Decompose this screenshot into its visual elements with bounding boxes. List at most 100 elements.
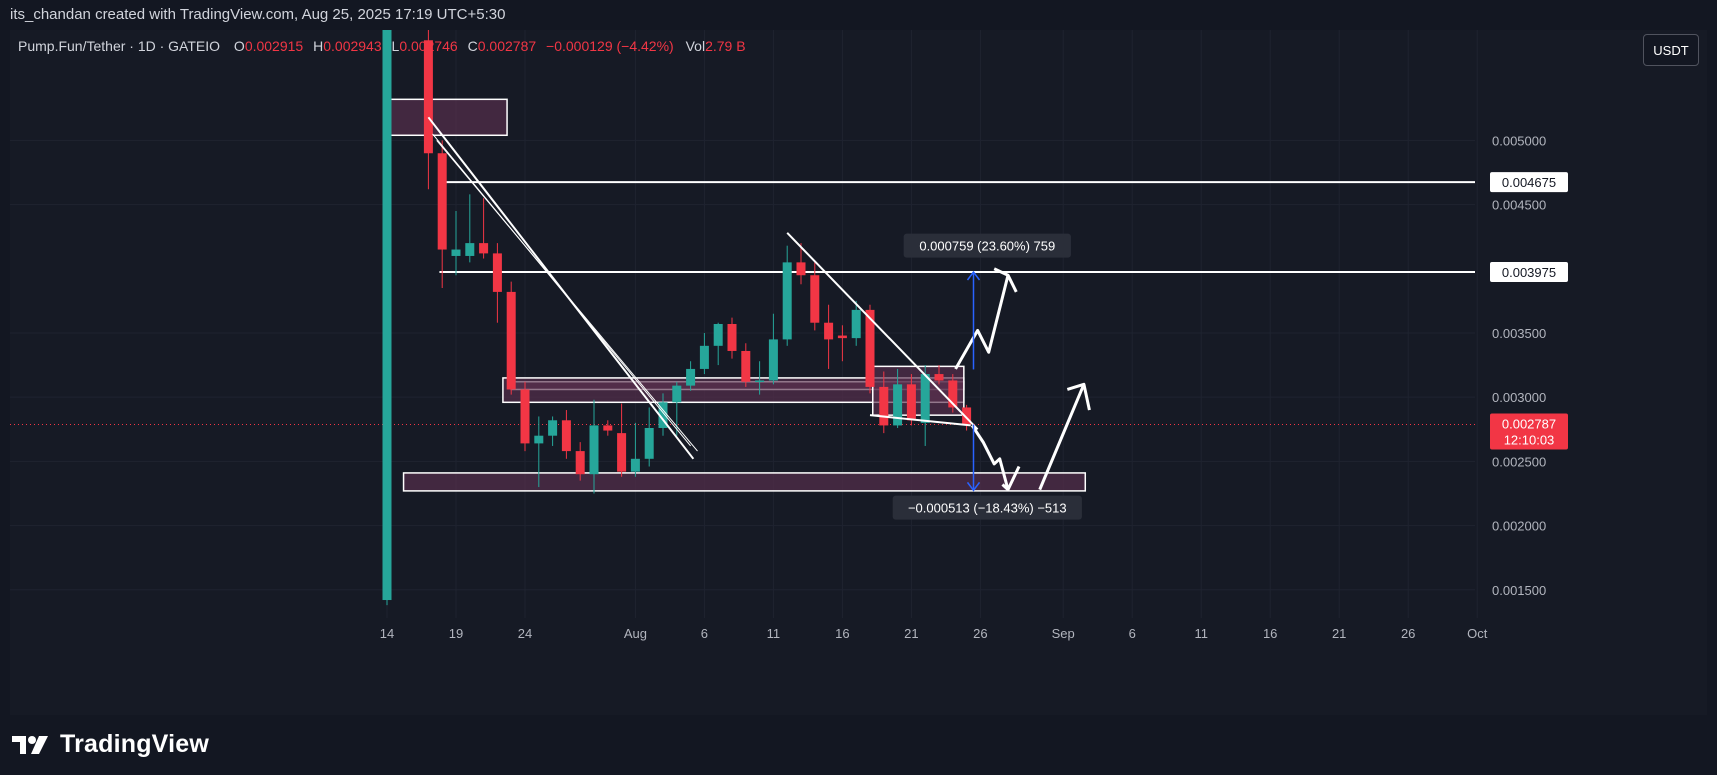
y-tick-label: 0.003000	[1492, 390, 1546, 405]
measure-label: 0.000759 (23.60%) 759	[919, 239, 1055, 254]
close-label: C	[467, 38, 478, 54]
candle-body	[796, 262, 806, 276]
candle-body	[741, 350, 751, 382]
x-tick-label: Oct	[1467, 626, 1488, 641]
candle-body	[589, 425, 599, 475]
candle-body	[644, 427, 654, 459]
candle-body	[727, 324, 737, 351]
level-price-tag-label: 0.003975	[1502, 265, 1556, 280]
x-tick-label: 24	[518, 626, 532, 641]
high-label: H	[313, 38, 324, 54]
candle-body	[603, 425, 613, 431]
bullish-projection-arrowhead	[993, 267, 1018, 293]
price-chart[interactable]: 0.000759 (23.60%) 759 −0.000513 (−18.43%)…	[10, 30, 1707, 715]
candle-body	[561, 420, 571, 452]
currency-button[interactable]: USDT	[1643, 34, 1699, 66]
falling-resistance-trendline	[786, 232, 979, 430]
candle-body	[479, 243, 489, 254]
candle-countdown-label: 12:10:03	[1504, 433, 1555, 448]
candle-body	[451, 249, 461, 256]
candle-body	[575, 451, 585, 475]
candle-body	[934, 374, 944, 381]
candle-body	[755, 380, 765, 382]
candle-body	[810, 275, 820, 323]
bearish-projection-arrow	[970, 424, 1010, 491]
x-tick-label: 11	[767, 626, 781, 641]
rebound-projection-arrow	[1038, 383, 1086, 491]
change-value: −0.000129 (−4.42%)	[546, 38, 674, 54]
x-tick-label: 16	[835, 626, 849, 641]
candle-body	[851, 309, 861, 339]
candle-body	[920, 374, 930, 423]
candle-body	[506, 291, 516, 390]
candle-body	[423, 40, 433, 154]
grid	[10, 30, 1478, 618]
candle-body	[492, 253, 502, 292]
bullish-projection-arrow	[954, 274, 1010, 370]
x-tick-label: 14	[380, 626, 394, 641]
candle-body	[865, 309, 875, 387]
candle-body	[768, 339, 778, 381]
x-tick-label: 21	[1332, 626, 1346, 641]
horizontal-levels	[10, 181, 1475, 426]
x-tick-label: 26	[973, 626, 987, 641]
support-base-line	[869, 414, 971, 427]
candle-body	[672, 385, 682, 403]
candle-body	[437, 153, 447, 250]
x-tick-label: Aug	[624, 626, 647, 641]
volume-label: Vol	[685, 38, 706, 54]
candle-body	[658, 402, 668, 428]
x-tick-label: 19	[449, 626, 463, 641]
chart-pane[interactable]	[10, 30, 1707, 715]
x-tick-label: 26	[1401, 626, 1415, 641]
candle-body	[548, 420, 558, 436]
measure-label-bg	[903, 233, 1071, 258]
candle-body	[893, 384, 903, 426]
symbol-label[interactable]: Pump.Fun/Tether · 1D · GATEIO	[18, 38, 221, 54]
candle-body	[837, 335, 847, 339]
candle-body	[534, 435, 544, 444]
close-value: 0.002787	[477, 38, 537, 54]
y-tick-label: 0.003500	[1492, 326, 1546, 341]
current-price-tag	[1490, 413, 1568, 450]
x-tick-label: 11	[1194, 626, 1208, 641]
measure-label-bg	[892, 495, 1082, 520]
candle-body	[962, 407, 972, 425]
candle-body	[617, 433, 627, 472]
candle-body	[879, 386, 889, 426]
volume-value: 2.79 B	[705, 38, 746, 54]
candle-body	[948, 380, 958, 408]
measure-arrowhead	[966, 481, 981, 492]
trendline-drawings	[427, 116, 1091, 492]
footer-bar	[0, 715, 1717, 775]
candle-body	[713, 324, 723, 346]
axes[interactable]: 0.005000 0.004500 0.003500 0.003000 0.002500…	[380, 133, 1568, 641]
level-price-tag	[1490, 172, 1568, 193]
candle-body	[699, 345, 709, 369]
measure-arrowhead	[966, 270, 981, 281]
candles	[382, 30, 972, 606]
candle-body	[906, 384, 916, 421]
y-tick-label: 0.001500	[1492, 583, 1546, 598]
y-tick-label: 0.002000	[1492, 519, 1546, 534]
low-label: L	[391, 38, 400, 54]
x-tick-label: 21	[904, 626, 918, 641]
candle-body	[630, 458, 640, 472]
y-tick-label: 0.002500	[1492, 454, 1546, 469]
high-value: 0.002943	[323, 38, 382, 54]
x-tick-label: 6	[701, 626, 708, 641]
candle-body	[782, 262, 792, 340]
current-price-tag-label: 0.002787	[1502, 417, 1556, 432]
ohlc-legend: Pump.Fun/Tether · 1D · GATEIO O0.002915 …	[18, 38, 746, 54]
measure-label: −0.000513 (−18.43%) −513	[908, 501, 1067, 516]
candle-body	[686, 368, 696, 386]
zone-box-0	[383, 98, 508, 137]
bearish-projection-arrowhead	[1001, 465, 1021, 492]
x-tick-label: Sep	[1052, 626, 1075, 641]
candle-body	[824, 322, 834, 340]
tradingview-logo[interactable]: TradingView	[12, 730, 209, 759]
y-tick-label: 0.004500	[1492, 198, 1546, 213]
level-price-tag-label: 0.004675	[1502, 175, 1556, 190]
measurements: 0.000759 (23.60%) 759 −0.000513 (−18.43%)…	[892, 233, 1082, 520]
tradingview-wordmark: TradingView	[60, 730, 210, 758]
